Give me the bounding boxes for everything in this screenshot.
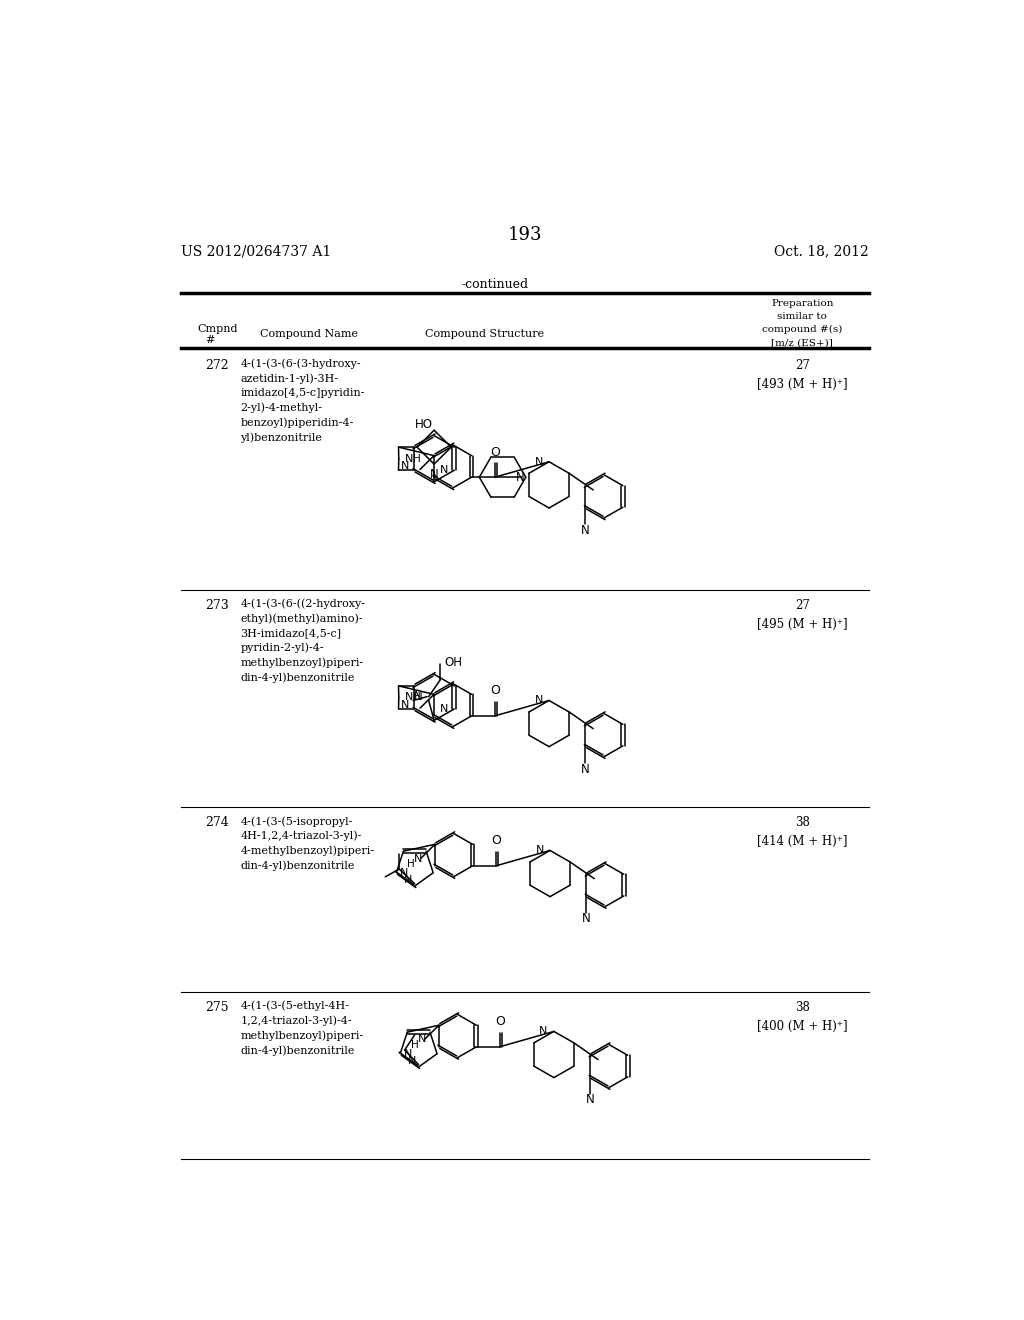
Text: Oct. 18, 2012: Oct. 18, 2012 bbox=[774, 244, 869, 259]
Text: #: # bbox=[205, 335, 214, 345]
Text: N: N bbox=[586, 1093, 595, 1106]
Text: N: N bbox=[439, 465, 449, 475]
Text: 273: 273 bbox=[205, 599, 228, 612]
Text: 4-(1-(3-(5-ethyl-4H-
1,2,4-triazol-3-yl)-4-
methylbenzoyl)piperi-
din-4-yl)benzo: 4-(1-(3-(5-ethyl-4H- 1,2,4-triazol-3-yl)… bbox=[241, 1001, 364, 1056]
Text: HO: HO bbox=[415, 417, 432, 430]
Text: H: H bbox=[413, 454, 421, 463]
Text: N: N bbox=[414, 854, 422, 863]
Text: N: N bbox=[540, 1027, 548, 1036]
Text: O: O bbox=[490, 446, 501, 459]
Text: Cmpnd: Cmpnd bbox=[198, 323, 239, 334]
Text: N: N bbox=[535, 696, 543, 705]
Text: N: N bbox=[408, 1056, 417, 1065]
Text: N: N bbox=[581, 763, 590, 776]
Text: N: N bbox=[439, 704, 449, 714]
Text: 4-(1-(3-(5-isopropyl-
4H-1,2,4-triazol-3-yl)-
4-methylbenzoyl)piperi-
din-4-yl)b: 4-(1-(3-(5-isopropyl- 4H-1,2,4-triazol-3… bbox=[241, 816, 375, 871]
Text: N: N bbox=[400, 462, 410, 471]
Text: 38
[400 (M + H)⁺]: 38 [400 (M + H)⁺] bbox=[757, 1001, 848, 1032]
Text: 274: 274 bbox=[205, 816, 228, 829]
Text: N: N bbox=[581, 524, 590, 537]
Text: N: N bbox=[515, 471, 524, 483]
Text: O: O bbox=[496, 1015, 506, 1028]
Text: OH: OH bbox=[444, 656, 462, 669]
Text: H: H bbox=[411, 1040, 419, 1049]
Text: 27
[495 (M + H)⁺]: 27 [495 (M + H)⁺] bbox=[757, 599, 848, 631]
Text: 38
[414 (M + H)⁺]: 38 [414 (M + H)⁺] bbox=[757, 816, 848, 847]
Text: 4-(1-(3-(6-(3-hydroxy-
azetidin-1-yl)-3H-
imidazo[4,5-c]pyridin-
2-yl)-4-methyl-: 4-(1-(3-(6-(3-hydroxy- azetidin-1-yl)-3H… bbox=[241, 359, 365, 442]
Text: 4-(1-(3-(6-((2-hydroxy-
ethyl)(methyl)amino)-
3H-imidazo[4,5-c]
pyridin-2-yl)-4-: 4-(1-(3-(6-((2-hydroxy- ethyl)(methyl)am… bbox=[241, 599, 366, 682]
Text: N: N bbox=[430, 469, 438, 480]
Text: H: H bbox=[407, 859, 415, 869]
Text: 27
[493 (M + H)⁺]: 27 [493 (M + H)⁺] bbox=[757, 359, 848, 391]
Text: 193: 193 bbox=[508, 226, 542, 244]
Text: N: N bbox=[536, 845, 544, 855]
Text: 275: 275 bbox=[205, 1001, 228, 1014]
Text: 272: 272 bbox=[205, 359, 228, 372]
Text: Compound Structure: Compound Structure bbox=[425, 330, 544, 339]
Text: N: N bbox=[404, 454, 414, 463]
Text: O: O bbox=[490, 684, 501, 697]
Text: N: N bbox=[400, 867, 409, 878]
Text: US 2012/0264737 A1: US 2012/0264737 A1 bbox=[180, 244, 331, 259]
Text: N: N bbox=[582, 912, 591, 925]
Text: N: N bbox=[535, 457, 543, 467]
Text: N: N bbox=[418, 1035, 426, 1044]
Text: N: N bbox=[400, 700, 410, 710]
Text: N: N bbox=[404, 875, 413, 884]
Text: -continued: -continued bbox=[461, 277, 528, 290]
Text: N: N bbox=[404, 1048, 413, 1059]
Text: H: H bbox=[413, 693, 421, 702]
Text: Compound Name: Compound Name bbox=[260, 330, 357, 339]
Text: N: N bbox=[404, 693, 414, 702]
Text: N: N bbox=[414, 690, 423, 704]
Text: Preparation
similar to
compound #(s)
[m/z (ES+)]: Preparation similar to compound #(s) [m/… bbox=[762, 298, 843, 347]
Text: O: O bbox=[492, 834, 502, 847]
